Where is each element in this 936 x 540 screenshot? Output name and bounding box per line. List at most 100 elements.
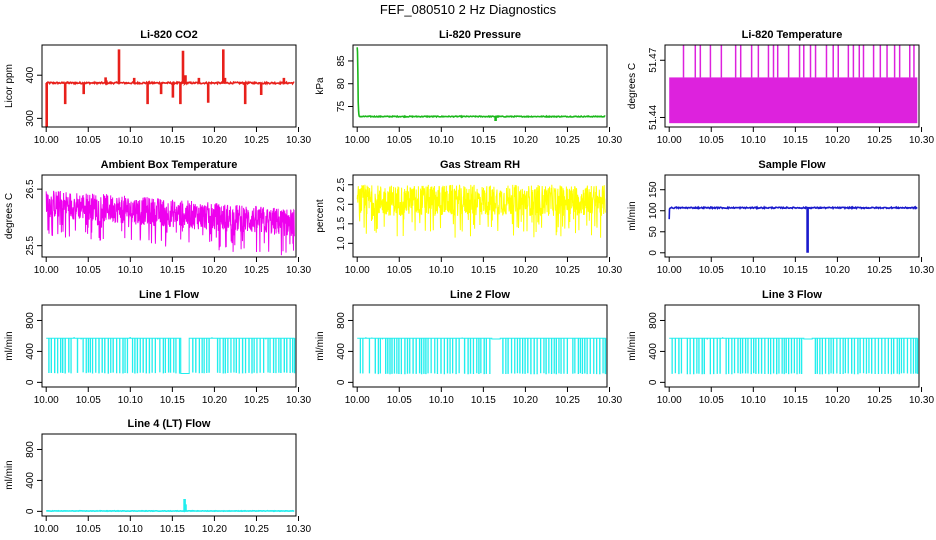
li820-co2-ytick-label: 400 [25,66,36,83]
li820-temperature-xtick-label: 10.00 [657,135,682,146]
li820-temperature-frame [664,44,920,128]
ambient-box-temperature-series [45,190,295,256]
line-1-flow-xtick-label: 10.00 [34,395,59,406]
gas-stream-rh-ytick-label: 1.5 [336,216,347,230]
line-3-flow-xtick-label: 10.10 [741,395,766,406]
li820-temperature-ylabel: degrees C [627,63,638,109]
line-2-flow-xtick-label: 10.05 [387,395,412,406]
line-3-flow-ylabel: ml/min [627,331,638,360]
line-4-lt-flow-ytick-label: 400 [25,472,36,489]
line-4-lt-flow-xtick-label: 10.00 [34,524,59,535]
sample-flow-ylabel: ml/min [627,201,638,230]
line-4-lt-flow-ytick-label: 0 [25,508,36,514]
line-1-flow-ytick-label: 800 [25,312,36,329]
sample-flow-xtick-label: 10.15 [783,265,808,276]
ambient-box-temperature-ylabel: degrees C [4,193,15,239]
li820-pressure-ylabel: kPa [315,77,326,95]
li820-co2-ytick-label: 300 [25,110,36,127]
sample-flow-xtick-label: 10.10 [741,265,766,276]
line-3-flow-ytick-label: 800 [648,312,659,329]
ambient-box-temperature-ytick-label: 25.5 [25,236,36,256]
line-4-lt-flow-ytick-label: 800 [25,441,36,458]
sample-flow-xtick-label: 10.20 [825,265,850,276]
li820-co2-frame [41,44,297,128]
line-3-flow-xtick-label: 10.20 [825,395,850,406]
ambient-box-temperature-xtick-label: 10.30 [286,265,311,276]
ambient-box-temperature-xtick-label: 10.25 [244,265,269,276]
line-1-flow-ytick-label: 0 [25,379,36,385]
li820-pressure-ytick-label: 75 [336,101,347,113]
line-1-flow-frame [41,304,297,388]
li820-temperature-xtick-label: 10.10 [741,135,766,146]
line-1-flow-xtick-label: 10.20 [202,395,227,406]
sample-flow-series [668,205,918,253]
line-3-flow-panel: Line 3 Flow ml/min 10.00 10.05 10.10 10.15 10.… [627,289,934,406]
line-1-flow-xtick-label: 10.05 [76,395,101,406]
li820-temperature-panel: Li-820 Temperature degrees C 10.00 10.05 10.… [627,29,934,146]
ambient-box-temperature-xtick-label: 10.05 [76,265,101,276]
ambient-box-temperature-xtick-label: 10.15 [160,265,185,276]
li820-pressure-xtick-label: 10.30 [597,135,622,146]
line-2-flow-title: Line 2 Flow [450,289,510,301]
li820-pressure-frame [352,44,608,128]
ambient-box-temperature-xtick-label: 10.00 [34,265,59,276]
ambient-box-temperature-line [45,190,295,256]
line-2-flow-xtick-label: 10.20 [513,395,538,406]
sample-flow-ytick-label: 100 [648,202,659,219]
li820-pressure-xtick-label: 10.00 [345,135,370,146]
line-3-flow-xtick-label: 10.05 [699,395,724,406]
ambient-box-temperature-xtick-label: 10.10 [118,265,143,276]
gas-stream-rh-xtick-label: 10.20 [513,265,538,276]
line-4-lt-flow-xtick-label: 10.20 [202,524,227,535]
line-2-flow-xtick-label: 10.30 [597,395,622,406]
gas-stream-rh-xtick-label: 10.00 [345,265,370,276]
gas-stream-rh-ytick-label: 2.0 [336,197,347,211]
li820-temperature-title: Li-820 Temperature [742,29,843,41]
li820-temperature-xtick-label: 10.15 [783,135,808,146]
li820-temperature-xtick-label: 10.30 [909,135,934,146]
li820-co2-series [45,49,295,127]
line-1-flow-xtick-label: 10.30 [286,395,311,406]
li820-pressure-ytick-label: 85 [336,55,347,67]
line-4-lt-flow-xtick-label: 10.05 [76,524,101,535]
li820-temperature-ytick-label: 51.44 [648,105,659,130]
sample-flow-ytick-label: 0 [648,250,659,256]
line-3-flow-xtick-label: 10.15 [783,395,808,406]
li820-pressure-line [356,47,606,121]
line-3-flow-frame [664,304,920,388]
li820-co2-panel: Li-820 CO2 Licor ppm 10.00 10.05 10.10 10.15 1… [4,29,311,146]
line-2-flow-xtick-label: 10.10 [429,395,454,406]
line-4-lt-flow-ylabel: ml/min [4,460,15,489]
li820-temperature-xtick-label: 10.25 [867,135,892,146]
line-4-lt-flow-xtick-label: 10.25 [244,524,269,535]
li820-co2-line [45,49,295,127]
gas-stream-rh-ytick-label: 2.5 [336,177,347,191]
gas-stream-rh-line [356,184,606,238]
li820-co2-ylabel: Licor ppm [4,64,15,108]
line-1-flow-line [46,337,296,374]
li820-co2-xtick-label: 10.25 [244,135,269,146]
li820-pressure-xtick-label: 10.10 [429,135,454,146]
li820-co2-xtick-label: 10.20 [202,135,227,146]
line-4-lt-flow-xtick-label: 10.30 [286,524,311,535]
line-4-lt-flow-line [45,499,295,513]
ambient-box-temperature-frame [41,174,297,258]
ambient-box-temperature-xtick-label: 10.20 [202,265,227,276]
ambient-box-temperature-title: Ambient Box Temperature [101,159,238,171]
sample-flow-line [668,205,918,253]
gas-stream-rh-xtick-label: 10.30 [597,265,622,276]
page-title: FEF_080510 2 Hz Diagnostics [379,2,557,17]
line-3-flow-ytick-label: 400 [648,343,659,360]
line-2-flow-xtick-label: 10.25 [555,395,580,406]
sample-flow-xtick-label: 10.05 [699,265,724,276]
li820-co2-xtick-label: 10.10 [118,135,143,146]
gas-stream-rh-series [356,184,606,238]
li820-pressure-series [356,47,606,121]
gas-stream-rh-xtick-label: 10.05 [387,265,412,276]
line-2-flow-ytick-label: 400 [336,343,347,360]
li820-pressure-xtick-label: 10.25 [555,135,580,146]
line-3-flow-xtick-label: 10.30 [909,395,934,406]
sample-flow-xtick-label: 10.00 [657,265,682,276]
li820-co2-title: Li-820 CO2 [140,29,197,41]
